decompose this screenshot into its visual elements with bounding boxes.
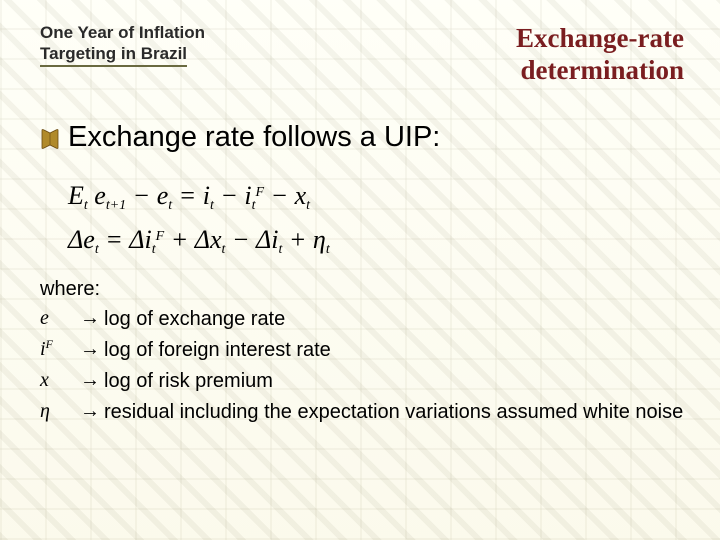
definitions-table: e → log of exchange rate iF → log of for… <box>40 307 684 425</box>
equations-block: Et et+1 − et = it − itF − xt Δet = ΔitF … <box>68 174 684 262</box>
def-text-2: log of risk premium <box>104 369 684 394</box>
def-arrow-3: → <box>80 400 104 423</box>
header-right-title: Exchange-rate determination <box>516 22 684 87</box>
header-left-title: One Year of Inflation Targeting in Brazi… <box>40 22 205 67</box>
def-text-0: log of exchange rate <box>104 307 684 332</box>
def-symbol-2: x <box>40 369 80 392</box>
eq1-content: Et et+1 − et = it − itF − xt <box>68 181 310 210</box>
equation-line-1: Et et+1 − et = it − itF − xt <box>68 174 684 218</box>
def-symbol-3: η <box>40 400 80 423</box>
where-label: where: <box>40 278 684 301</box>
bullet-text: Exchange rate follows a UIP: <box>68 121 440 154</box>
bullet-row: Exchange rate follows a UIP: <box>40 121 684 154</box>
def-arrow-2: → <box>80 369 104 392</box>
header-right-line2: determination <box>521 55 684 85</box>
equation-line-2: Δet = ΔitF + Δxt − Δit + ηt <box>68 218 684 262</box>
header-left-line2: Targeting in Brazil <box>40 43 187 66</box>
def-symbol-0: e <box>40 307 80 330</box>
def-arrow-1: → <box>80 338 104 361</box>
def-text-1: log of foreign interest rate <box>104 338 684 363</box>
def-symbol-1: iF <box>40 338 80 361</box>
header-right-line1: Exchange-rate <box>516 23 684 53</box>
def-arrow-0: → <box>80 307 104 330</box>
header-left-line1: One Year of Inflation <box>40 23 205 42</box>
bullet-book-icon <box>40 127 60 151</box>
def-text-3: residual including the expectation varia… <box>104 400 684 425</box>
header: One Year of Inflation Targeting in Brazi… <box>40 22 684 87</box>
slide-content: One Year of Inflation Targeting in Brazi… <box>0 0 720 540</box>
eq2-content: Δet = ΔitF + Δxt − Δit + ηt <box>68 225 330 254</box>
where-block: where: e → log of exchange rate iF → log… <box>40 278 684 425</box>
